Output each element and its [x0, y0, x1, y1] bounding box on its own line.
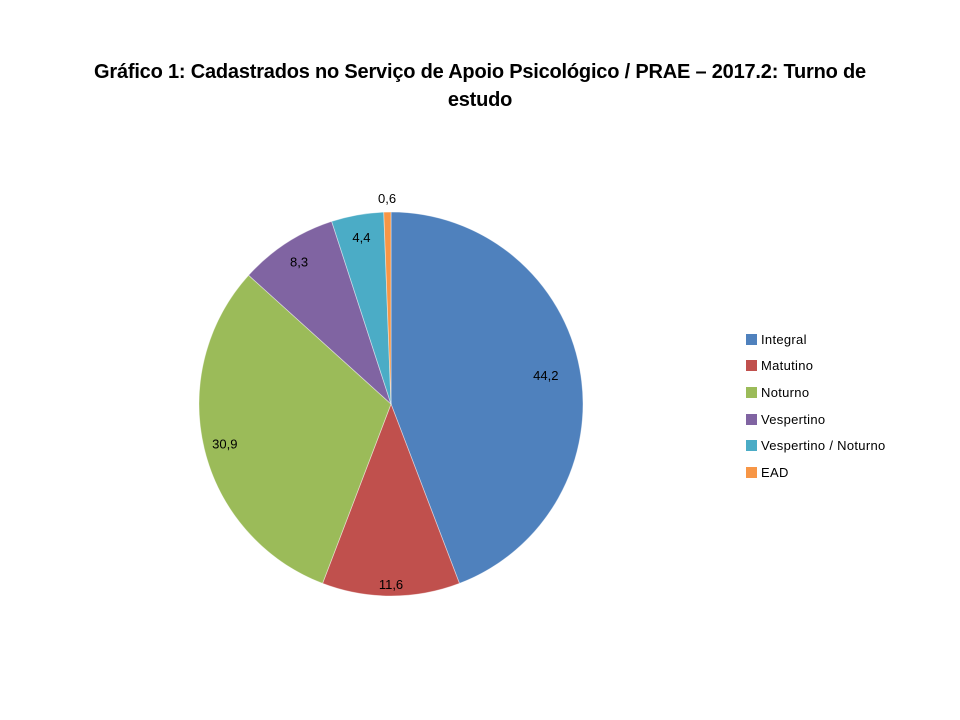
chart-title-line-2: estudo: [447, 89, 513, 111]
chart-title-line-1: Gráfico 1: Cadastrados no Serviço de Apo…: [94, 61, 866, 83]
legend-item-noturno: Noturno: [746, 379, 886, 406]
legend-item-integral: Integral: [746, 326, 886, 353]
data-label-noturno: 30,9: [212, 436, 237, 451]
legend-swatch-vespertino: [746, 413, 757, 425]
legend-label: Integral: [761, 331, 807, 347]
pie-slice-vespertino: [248, 220, 392, 406]
pie-slice-noturno: [198, 274, 392, 584]
data-label-ead: 0,6: [378, 191, 396, 206]
pie-slice-ead: [383, 211, 392, 405]
data-label-vespertino-noturno: 4,4: [352, 230, 370, 245]
legend-label: EAD: [761, 464, 789, 480]
legend-item-ead: EAD: [746, 459, 886, 486]
pie-slice-matutino: [322, 402, 460, 597]
legend-swatch-matutino: [746, 360, 757, 372]
data-label-integral: 44,2: [533, 368, 558, 383]
chart-title: Gráfico 1: Cadastrados no Serviço de Apo…: [0, 58, 960, 114]
legend-item-vespertino: Vespertino: [746, 406, 886, 433]
legend-label: Vespertino: [761, 411, 826, 427]
pie-slice-integral: [390, 211, 584, 584]
legend-swatch-noturno: [746, 386, 757, 398]
data-label-matutino: 11,6: [379, 577, 403, 592]
legend-label: Matutino: [761, 358, 814, 374]
legend-swatch-vespertino-noturno: [746, 440, 757, 452]
legend-label: Vespertino / Noturno: [761, 438, 886, 454]
legend-item-matutino: Matutino: [746, 353, 886, 380]
legend-swatch-ead: [746, 466, 757, 478]
legend: Integral Matutino Noturno Vespertino Ves…: [746, 326, 886, 486]
legend-swatch-integral: [746, 333, 757, 345]
legend-item-vespertino-noturno: Vespertino / Noturno: [746, 432, 886, 459]
data-label-vespertino: 8,3: [290, 255, 308, 270]
legend-label: Noturno: [761, 384, 810, 400]
